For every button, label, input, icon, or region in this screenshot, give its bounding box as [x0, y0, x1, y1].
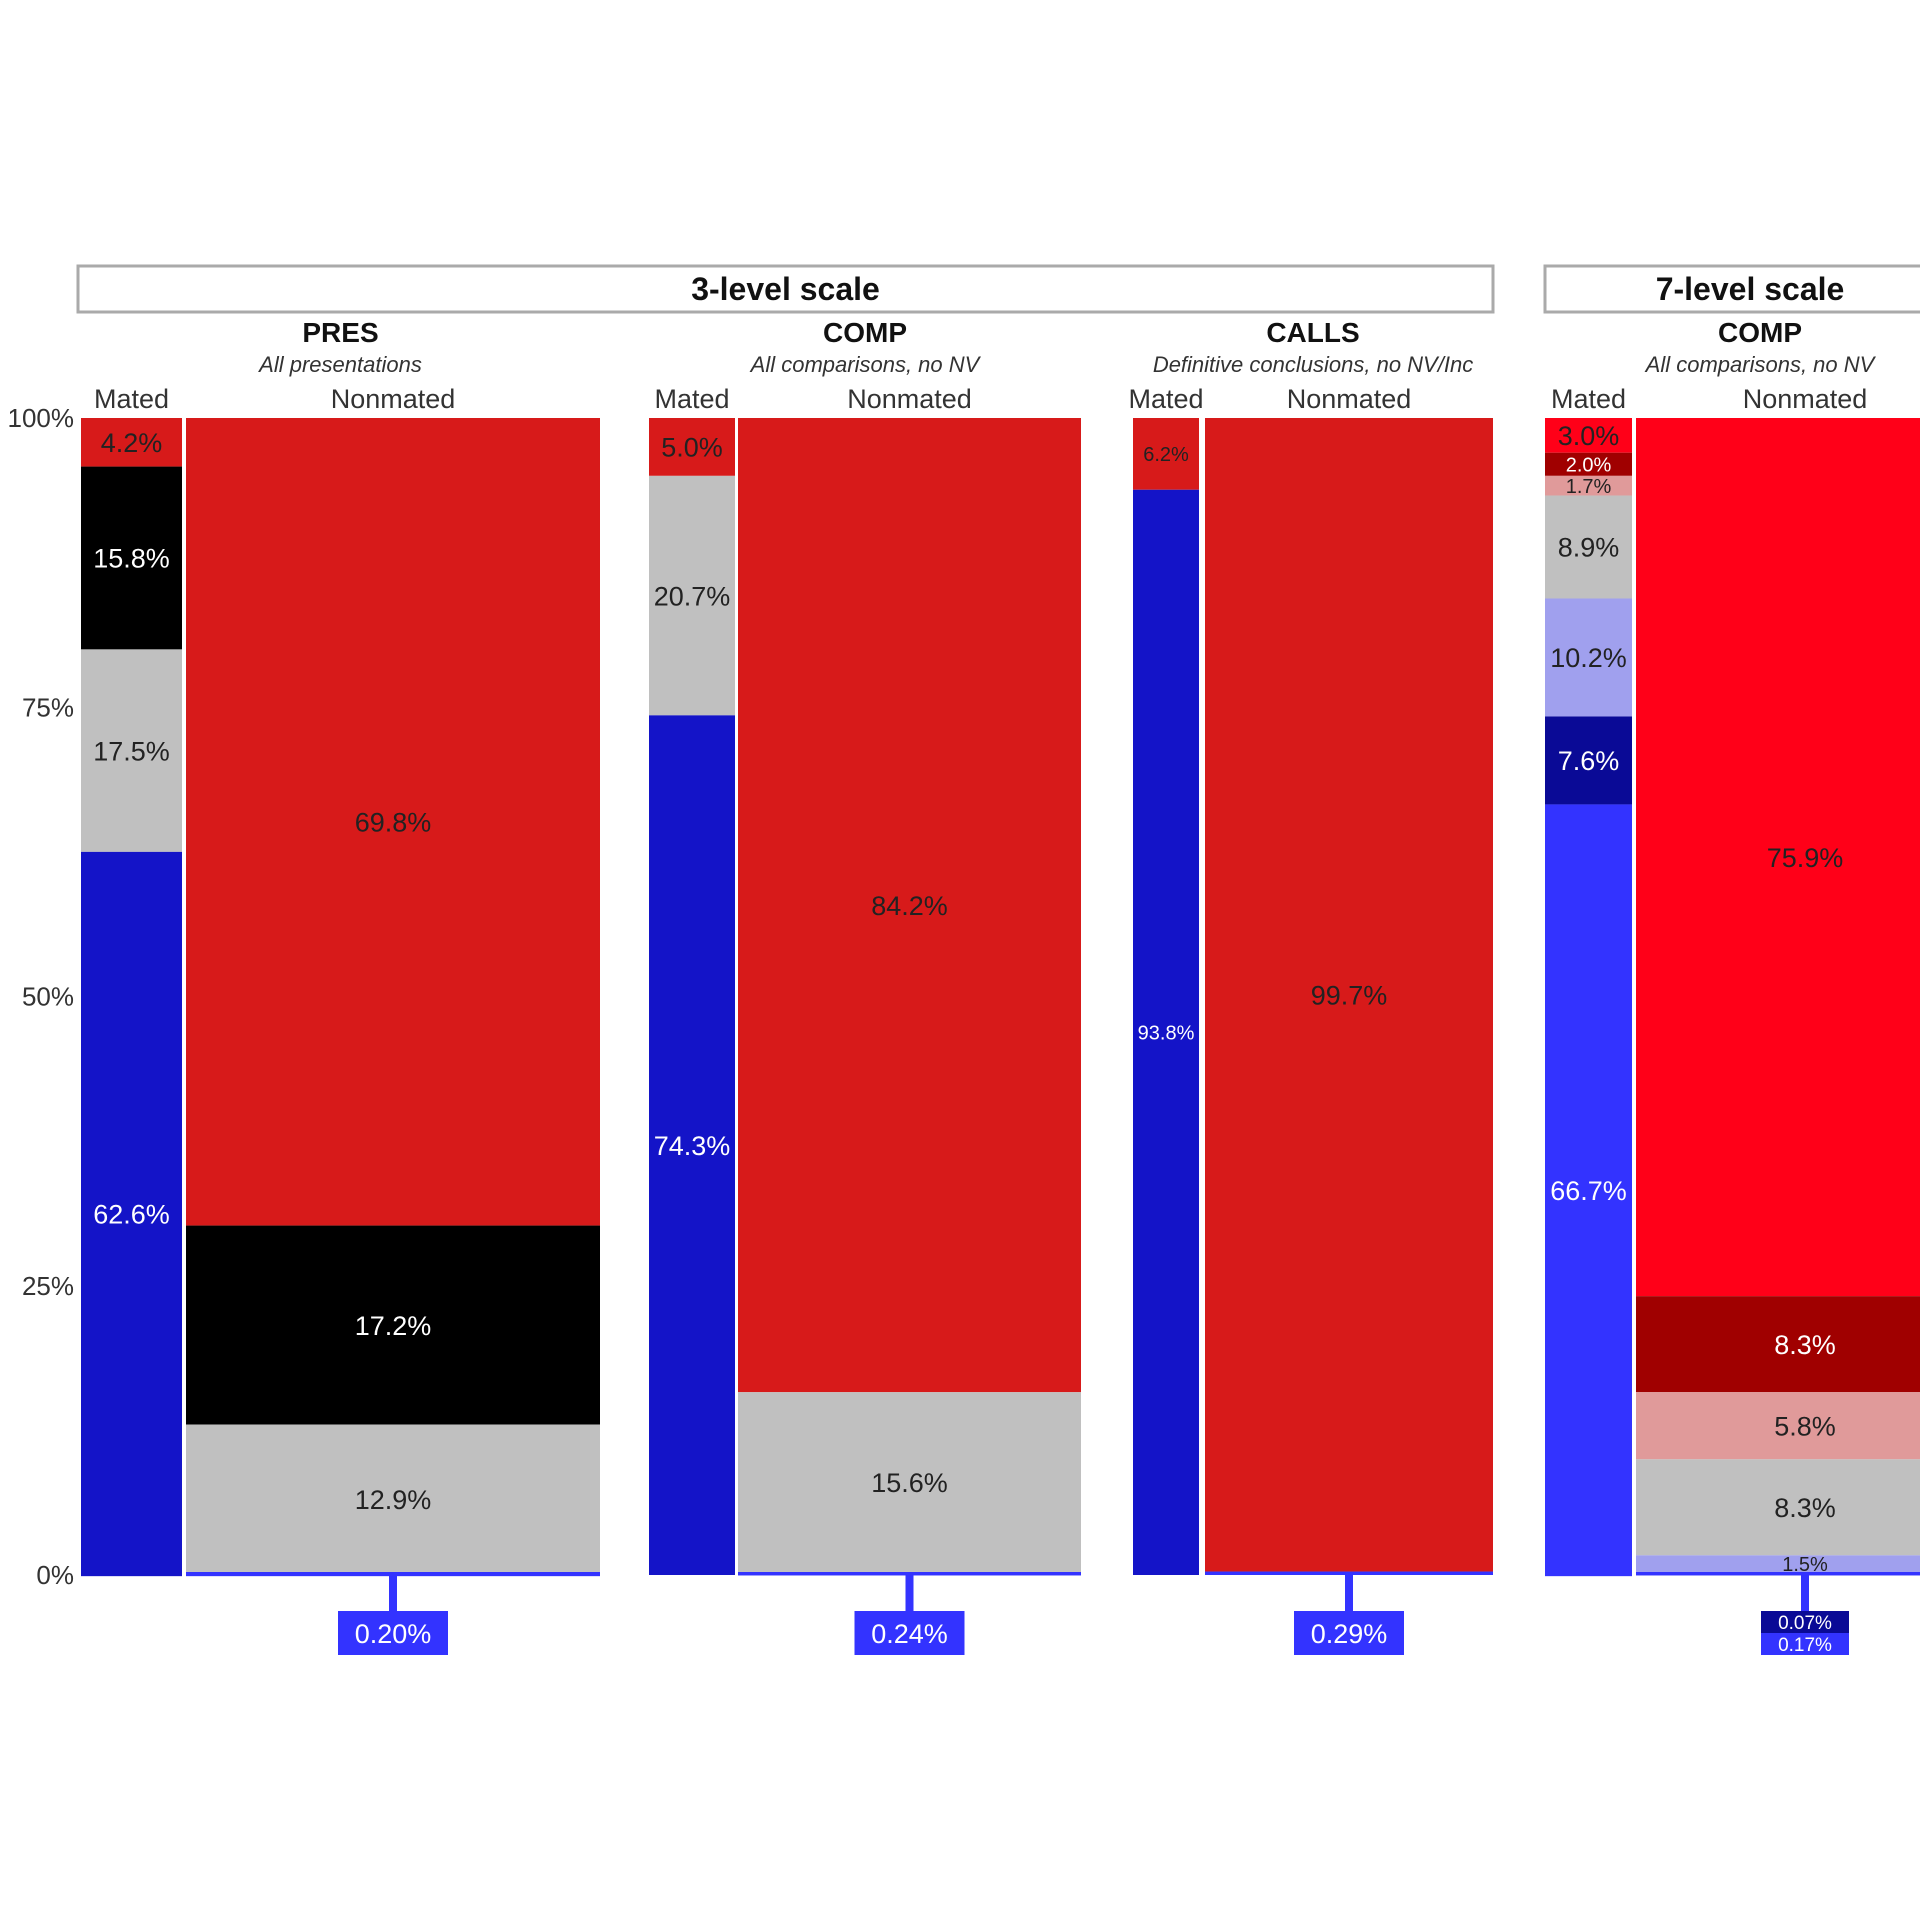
- callout-stem: [1345, 1575, 1353, 1611]
- mated-column-label: Mated: [94, 384, 169, 414]
- data-label: 8.9%: [1558, 533, 1620, 563]
- y-tick-label: 25%: [22, 1271, 74, 1301]
- scale-group-box: [76, 264, 1495, 314]
- callout-box: [1761, 1633, 1849, 1655]
- mated-segment: [1545, 598, 1632, 717]
- panel-title: CALLS: [1266, 317, 1359, 348]
- mated-segment: [649, 418, 735, 476]
- mated-segment: [1133, 418, 1199, 490]
- nonmated-segment: [186, 1424, 600, 1574]
- callout-box: [854, 1611, 965, 1655]
- nonmated-segment: [738, 1392, 1081, 1573]
- callout-label: 0.17%: [1778, 1635, 1832, 1656]
- scale-group-label: 3-level scale: [691, 271, 880, 307]
- mated-segment: [81, 418, 182, 467]
- callout-box: [1761, 1611, 1849, 1633]
- nonmated-segment: [1636, 418, 1920, 1297]
- data-label: 20.7%: [654, 581, 731, 611]
- mated-segment: [649, 475, 735, 716]
- data-label: 17.5%: [93, 736, 170, 766]
- data-label: 10.2%: [1550, 643, 1627, 673]
- nonmated-column-label: Nonmated: [1287, 384, 1412, 414]
- callout-label: 0.07%: [1778, 1613, 1832, 1634]
- mated-segment: [1133, 489, 1199, 1575]
- callout-stem: [905, 1575, 914, 1611]
- data-label: 2.0%: [1566, 454, 1612, 476]
- nonmated-segment: [186, 1225, 600, 1425]
- data-label: 15.6%: [871, 1468, 948, 1498]
- data-label: 75.9%: [1767, 843, 1844, 873]
- scale-group-box: [1543, 264, 1920, 314]
- callout-stem: [389, 1575, 397, 1611]
- data-label: 12.9%: [355, 1485, 432, 1515]
- mated-segment: [1545, 418, 1632, 453]
- nonmated-column-label: Nonmated: [847, 384, 972, 414]
- panel-subtitle: All presentations: [257, 352, 422, 377]
- nonmated-bottom-line: [1205, 1572, 1493, 1575]
- data-label: 66.7%: [1550, 1176, 1627, 1206]
- y-tick-label: 50%: [22, 982, 74, 1012]
- data-label: 4.2%: [101, 428, 163, 458]
- mated-segment: [649, 715, 735, 1575]
- nonmated-segment: [1636, 1392, 1920, 1460]
- mated-column-label: Mated: [1128, 384, 1203, 414]
- nonmated-segment: [1205, 418, 1493, 1572]
- data-label: 99.7%: [1311, 980, 1388, 1010]
- panel-title: COMP: [1718, 317, 1802, 348]
- mated-segment: [1545, 804, 1632, 1577]
- mated-column-label: Mated: [1551, 384, 1626, 414]
- panel-title: PRES: [302, 317, 378, 348]
- data-label: 69.8%: [355, 808, 432, 838]
- mated-column-label: Mated: [654, 384, 729, 414]
- nonmated-segment: [1636, 1296, 1920, 1393]
- mated-segment: [81, 851, 182, 1577]
- mated-segment: [1545, 475, 1632, 496]
- mated-segment: [81, 466, 182, 650]
- data-label: 5.0%: [661, 433, 723, 463]
- panel-title: COMP: [823, 317, 907, 348]
- callout-label: 0.20%: [355, 1619, 432, 1649]
- callout-box: [338, 1611, 448, 1655]
- data-label: 7.6%: [1558, 746, 1620, 776]
- nonmated-segment: [1636, 1555, 1920, 1573]
- nonmated-bottom-line: [738, 1572, 1081, 1575]
- nonmated-column-label: Nonmated: [331, 384, 456, 414]
- data-label: 15.8%: [93, 544, 170, 574]
- data-label: 17.2%: [355, 1311, 432, 1341]
- callout-box: [1294, 1611, 1404, 1655]
- data-label: 62.6%: [93, 1200, 170, 1230]
- nonmated-bottom-line: [186, 1572, 600, 1575]
- nonmated-segment: [1636, 1459, 1920, 1556]
- nonmated-segment: [738, 418, 1081, 1393]
- y-tick-label: 75%: [22, 692, 74, 722]
- nonmated-segment: [186, 418, 600, 1226]
- scale-group-label: 7-level scale: [1656, 271, 1845, 307]
- panel-subtitle: All comparisons, no NV: [1644, 352, 1877, 377]
- y-tick-label: 0%: [36, 1560, 74, 1590]
- y-tick-label: 100%: [8, 403, 75, 433]
- mated-segment: [1545, 716, 1632, 805]
- data-label: 6.2%: [1143, 444, 1189, 466]
- data-label: 74.3%: [654, 1131, 731, 1161]
- mated-segment: [1545, 495, 1632, 599]
- nonmated-column-label: Nonmated: [1743, 384, 1868, 414]
- data-label: 8.3%: [1774, 1493, 1836, 1523]
- data-label: 3.0%: [1558, 421, 1620, 451]
- callout-label: 0.24%: [871, 1619, 948, 1649]
- data-label: 8.3%: [1774, 1330, 1836, 1360]
- callout-label: 0.29%: [1311, 1619, 1388, 1649]
- data-label: 84.2%: [871, 891, 948, 921]
- data-label: 1.7%: [1566, 476, 1612, 498]
- data-label: 5.8%: [1774, 1411, 1836, 1441]
- nonmated-bottom-line: [1636, 1572, 1920, 1575]
- mated-segment: [1545, 452, 1632, 476]
- data-label: 1.5%: [1782, 1554, 1828, 1576]
- data-label: 93.8%: [1138, 1023, 1195, 1045]
- mated-segment: [81, 649, 182, 852]
- panel-subtitle: All comparisons, no NV: [749, 352, 982, 377]
- callout-stem: [1801, 1575, 1809, 1611]
- panel-subtitle: Definitive conclusions, no NV/Inc: [1153, 352, 1473, 377]
